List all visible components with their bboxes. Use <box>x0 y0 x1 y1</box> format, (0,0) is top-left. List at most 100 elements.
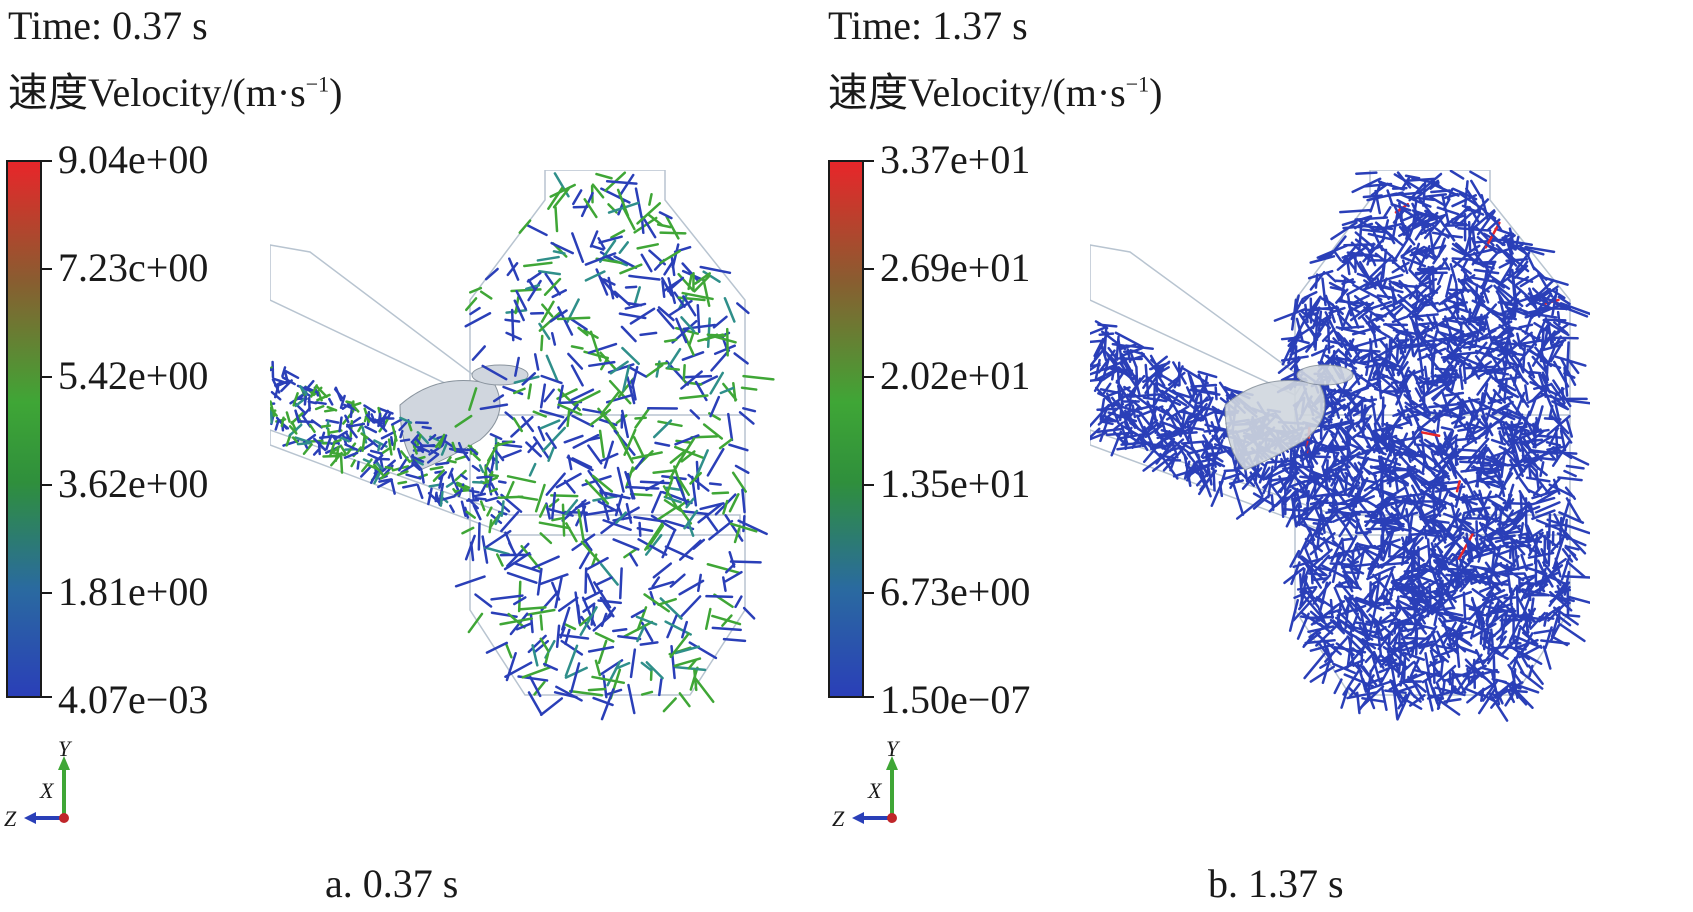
particle <box>1338 519 1351 538</box>
particle <box>664 545 694 560</box>
particle <box>1304 432 1315 455</box>
particle <box>1554 355 1587 367</box>
particle <box>1489 397 1503 405</box>
particle <box>1340 537 1346 562</box>
particle <box>1414 387 1430 413</box>
particle <box>334 386 343 402</box>
particle <box>1382 529 1395 562</box>
particle <box>1503 524 1522 535</box>
particle <box>1464 446 1486 473</box>
particle <box>1158 431 1182 437</box>
particle <box>564 644 579 677</box>
particle <box>339 444 348 456</box>
particle <box>1539 392 1562 401</box>
particle <box>577 508 585 541</box>
particle <box>461 449 471 462</box>
particle <box>1241 467 1263 490</box>
particle <box>564 499 579 516</box>
particle <box>1514 365 1525 382</box>
tick-label-b-4: 6.73e+00 <box>880 569 1031 614</box>
particle <box>1552 321 1569 335</box>
particle <box>556 316 591 321</box>
particle <box>1436 301 1469 313</box>
particle <box>1552 478 1561 495</box>
particle <box>1210 429 1220 442</box>
particle <box>1352 456 1370 483</box>
particle <box>426 453 440 464</box>
particle <box>665 215 680 240</box>
particle <box>1291 496 1298 527</box>
particle <box>1492 341 1517 355</box>
particle <box>587 342 618 355</box>
particle <box>634 416 647 420</box>
particle <box>1327 508 1356 516</box>
particle <box>741 488 746 514</box>
particle <box>1355 406 1371 428</box>
particle <box>1344 471 1361 485</box>
particle <box>392 435 397 451</box>
particle <box>1266 459 1294 464</box>
particle <box>1465 653 1483 677</box>
particle <box>405 473 422 480</box>
particle <box>1501 680 1522 690</box>
particle <box>733 352 749 365</box>
particle <box>1484 570 1492 589</box>
particle <box>1356 272 1377 281</box>
particle <box>1332 401 1341 419</box>
particle <box>606 688 623 696</box>
particle <box>1346 402 1354 428</box>
particle <box>1538 373 1548 398</box>
particle <box>660 277 673 297</box>
particle <box>1466 689 1484 704</box>
particle <box>1448 459 1456 477</box>
particle <box>1447 187 1454 201</box>
particle <box>733 527 741 544</box>
particle <box>1432 533 1451 550</box>
particle <box>636 625 646 643</box>
particle <box>1488 231 1505 247</box>
particle <box>666 347 682 369</box>
particle <box>1422 525 1428 540</box>
particle <box>544 272 561 296</box>
particle <box>1361 398 1378 403</box>
particle <box>1476 454 1486 472</box>
particle <box>474 492 487 498</box>
particle <box>584 252 617 266</box>
particle <box>1378 667 1390 687</box>
particle <box>1392 465 1400 494</box>
particle <box>1548 483 1575 499</box>
particle <box>1370 182 1389 197</box>
particle <box>1436 409 1442 433</box>
particle <box>1521 342 1527 374</box>
particle <box>1362 236 1386 263</box>
particle <box>1523 612 1530 634</box>
particle <box>680 370 703 390</box>
particle <box>1432 451 1454 470</box>
particle <box>1515 391 1526 413</box>
particle <box>1401 343 1433 350</box>
particle <box>593 581 612 609</box>
particle <box>657 597 677 606</box>
particle <box>1142 396 1168 403</box>
particle <box>460 500 467 517</box>
particle <box>1443 391 1465 397</box>
particle <box>1135 365 1139 383</box>
particle <box>1524 245 1556 254</box>
particle <box>527 691 543 716</box>
particle <box>1291 459 1321 480</box>
particle <box>1498 445 1515 455</box>
particle <box>1175 391 1193 399</box>
particle <box>317 441 321 456</box>
particle <box>1359 502 1372 518</box>
particle <box>551 491 557 520</box>
particle <box>1443 532 1464 560</box>
particle <box>1505 563 1512 594</box>
particle <box>637 538 668 556</box>
particle <box>1416 267 1451 271</box>
particle <box>314 401 327 406</box>
particle <box>612 538 640 551</box>
particle <box>1442 447 1465 468</box>
particle <box>1213 443 1232 450</box>
particle <box>542 662 559 671</box>
particle <box>1484 518 1489 533</box>
